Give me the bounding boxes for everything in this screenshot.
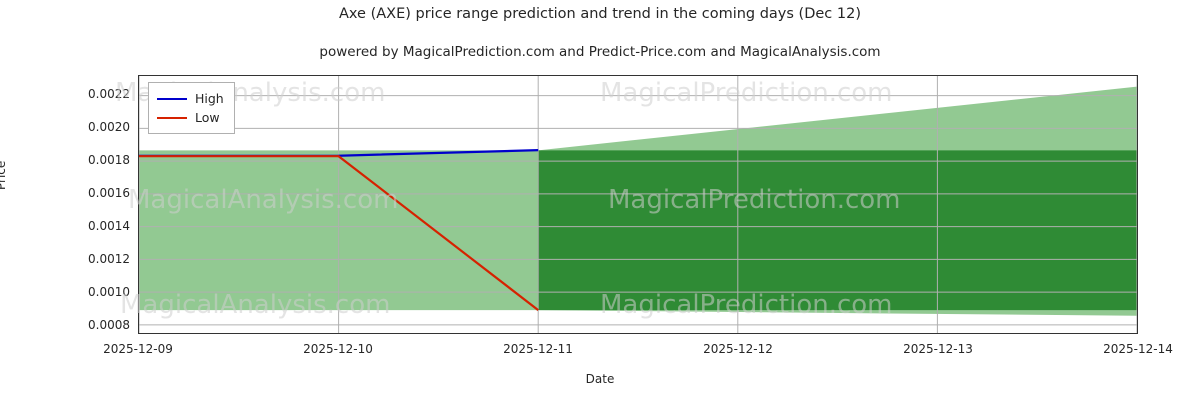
y-tick-label: 0.0008 [88,317,130,332]
legend-swatch-high [157,97,187,100]
x-tick-label: 2025-12-11 [503,342,573,356]
legend-item-high: High [157,89,224,108]
plot-svg [139,76,1137,333]
series-line-low [139,156,538,310]
legend-label-high: High [195,91,224,106]
legend-swatch-low [157,116,187,119]
legend-label-low: Low [195,110,220,125]
chart-title: Axe (AXE) price range prediction and tre… [339,6,861,22]
y-tick-label: 0.0020 [88,119,130,134]
band-inner-prediction-band [538,150,1137,311]
x-axis-label: Date [585,372,615,386]
x-tick-label: 2025-12-09 [103,342,173,356]
plot-area [138,75,1138,334]
y-tick-label: 0.0018 [88,152,130,167]
y-tick-label: 0.0016 [88,185,130,200]
y-tick-label: 0.0014 [88,218,130,233]
chart-legend: High Low [148,82,235,134]
legend-item-low: Low [157,108,224,127]
y-tick-label: 0.0010 [88,284,130,299]
y-tick-label: 0.0012 [88,251,130,266]
x-tick-label: 2025-12-10 [303,342,373,356]
chart-subtitle: powered by MagicalPrediction.com and Pre… [319,44,881,60]
y-tick-label: 0.0022 [88,86,130,101]
x-tick-label: 2025-12-12 [703,342,773,356]
y-axis-label: Price [0,160,8,190]
x-tick-label: 2025-12-13 [903,342,973,356]
x-tick-label: 2025-12-14 [1103,342,1173,356]
